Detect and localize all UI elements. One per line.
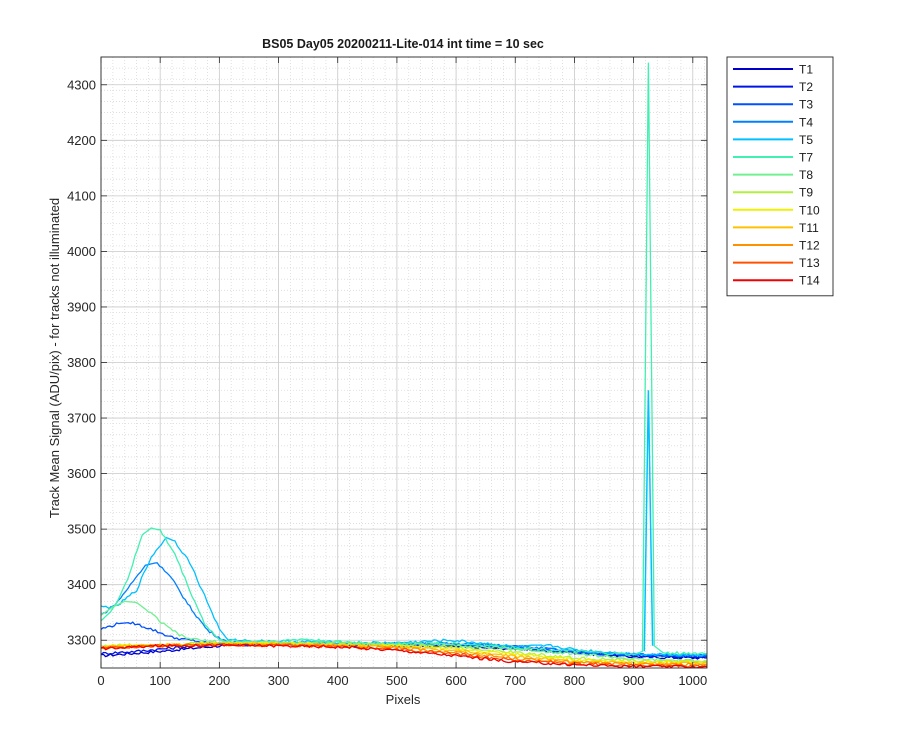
series-line-t10 (101, 641, 707, 665)
legend-label-t5: T5 (799, 133, 813, 147)
y-tick-label: 3500 (67, 522, 96, 537)
legend-label-t13: T13 (799, 256, 820, 270)
x-tick-label: 800 (564, 673, 586, 688)
x-tick-label: 600 (445, 673, 467, 688)
series-line-t5 (101, 536, 707, 657)
x-tick-label: 700 (504, 673, 526, 688)
x-tick-label: 500 (386, 673, 408, 688)
x-tick-label: 0 (97, 673, 104, 688)
legend-label-t2: T2 (799, 80, 813, 94)
y-tick-label: 4200 (67, 133, 96, 148)
series-line-t13 (101, 642, 707, 668)
legend-label-t7: T7 (799, 151, 813, 165)
legend-label-t10: T10 (799, 203, 820, 217)
chart-title: BS05 Day05 20200211-Lite-014 int time = … (262, 37, 544, 51)
plot-area: 0 100 200 300 400 500 600 700 800 900 1000 3300 3400… (67, 56, 708, 688)
x-tick-label: 300 (268, 673, 290, 688)
legend-label-t12: T12 (799, 239, 820, 253)
x-tick-label: 200 (209, 673, 231, 688)
legend-label-t3: T3 (799, 98, 813, 112)
legend-label-t11: T11 (799, 221, 819, 235)
x-tick-label: 100 (149, 673, 171, 688)
x-tick-label: 1000 (678, 673, 707, 688)
secondary-peak-0 (643, 390, 654, 652)
series-line-t14 (101, 643, 707, 668)
legend-label-t8: T8 (799, 168, 813, 182)
y-axis-label: Track Mean Signal (ADU/pix) - for tracks… (47, 198, 62, 518)
x-axis-label: Pixels (386, 692, 421, 707)
y-tick-label: 4000 (67, 244, 96, 259)
y-tick-label: 3400 (67, 577, 96, 592)
x-tick-label: 900 (623, 673, 645, 688)
legend-label-t14: T14 (799, 274, 820, 288)
legend-label-t4: T4 (799, 115, 813, 129)
series-line-t8 (101, 600, 707, 663)
y-tick-label: 3800 (67, 355, 96, 370)
legend-label-t1: T1 (799, 63, 813, 77)
y-tick-label: 3700 (67, 411, 96, 426)
legend: T1 T2 T3 T4 T5 T7 T8 T9 T10 T11 T12 T13 T14 (726, 56, 834, 297)
y-tick-label: 3900 (67, 299, 96, 314)
y-tick-label: 3300 (67, 633, 96, 648)
y-tick-label: 4100 (67, 188, 96, 203)
y-tick-label: 3600 (67, 466, 96, 481)
y-tick-label: 4300 (67, 77, 96, 92)
x-tick-label: 400 (327, 673, 349, 688)
legend-label-t9: T9 (799, 186, 813, 200)
legend-box (726, 56, 834, 297)
series-group (101, 62, 707, 668)
